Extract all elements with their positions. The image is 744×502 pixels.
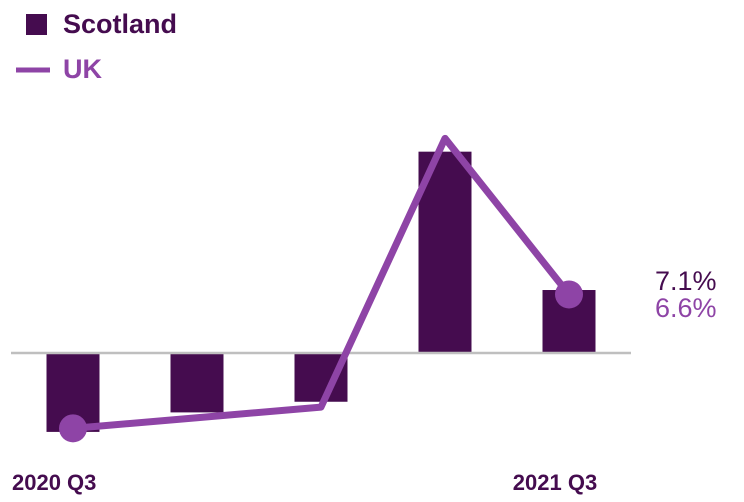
x-tick-label: 2020 Q3 <box>12 470 96 495</box>
value-label: 7.1% <box>655 266 717 296</box>
legend-label: UK <box>63 54 102 84</box>
bar <box>170 352 224 413</box>
legend-swatch <box>26 14 47 35</box>
bar <box>418 151 472 353</box>
value-label: 6.6% <box>655 293 717 323</box>
point <box>555 280 583 309</box>
line <box>72 134 572 432</box>
point <box>59 414 87 443</box>
x-tick-label: 2021 Q3 <box>513 470 597 495</box>
legend-label: Scotland <box>63 9 177 39</box>
